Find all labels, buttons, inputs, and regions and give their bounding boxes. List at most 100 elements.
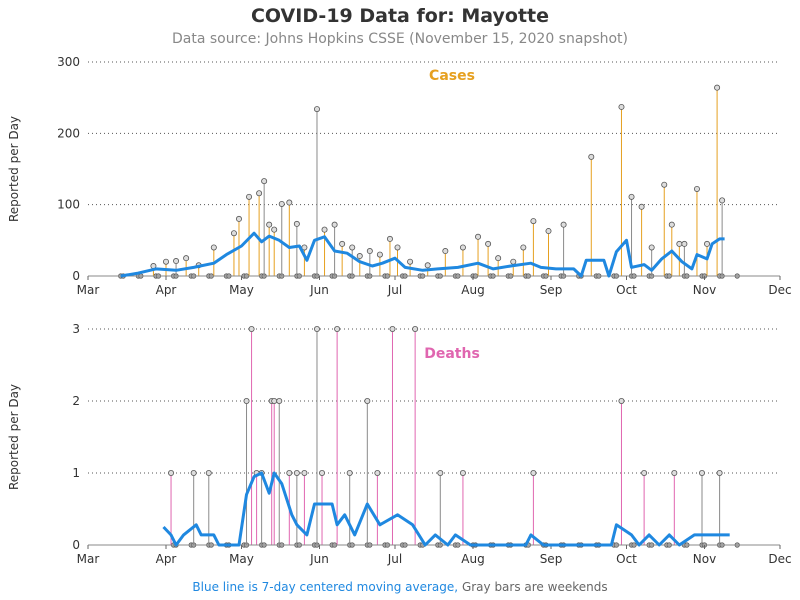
cases-spike-point: [261, 178, 268, 185]
cases-spike-point: [588, 153, 595, 160]
deaths-spike-point: [276, 397, 283, 404]
deaths-spike-point: [319, 469, 326, 476]
cases-spike-point: [366, 248, 373, 255]
deaths-spike-point: [334, 325, 341, 332]
deaths-spike-point: [412, 325, 419, 332]
deaths-x-tick-label: Dec: [768, 552, 791, 566]
deaths-spike-point: [716, 469, 723, 476]
deaths-spike-point: [286, 469, 293, 476]
cases-spike-point: [266, 221, 273, 228]
deaths-spike-point: [301, 469, 308, 476]
cases-spike-point: [271, 226, 278, 233]
deaths-spike-point: [389, 325, 396, 332]
cases-spike-point: [321, 226, 328, 233]
deaths-moving-average-line: [162, 471, 730, 547]
cases-y-tick-label: 100: [57, 198, 80, 212]
cases-spike-point: [661, 181, 668, 188]
deaths-spike-point: [374, 469, 381, 476]
cases-panel-label: Cases: [429, 68, 475, 84]
deaths-panel-label: Deaths: [424, 346, 480, 362]
cases-spike-point: [693, 185, 700, 192]
cases-y-tick-label: 200: [57, 126, 80, 140]
cases-spike-point: [628, 193, 635, 200]
cases-spike-point: [235, 215, 242, 222]
cases-spike-point: [163, 258, 170, 265]
cases-x-tick-label: Nov: [693, 283, 716, 297]
deaths-spike-point: [437, 469, 444, 476]
deaths-spike-point: [293, 469, 300, 476]
cases-spike-point: [349, 244, 356, 251]
deaths-spike-point: [168, 469, 175, 476]
deaths-spike-point: [313, 325, 320, 332]
deaths-y-tick-label: 1: [72, 466, 80, 480]
deaths-spike-point: [618, 397, 625, 404]
cases-spike-point: [545, 228, 552, 235]
cases-spike-point: [230, 230, 237, 237]
page-title: COVID-19 Data for: Mayotte: [250, 5, 550, 27]
cases-spike-point: [246, 193, 253, 200]
cases-x-tick-label: May: [229, 283, 254, 297]
deaths-spike-point: [271, 397, 278, 404]
cases-spike-point: [376, 251, 383, 258]
page-subtitle: Data source: Johns Hopkins CSSE (Novembe…: [171, 31, 628, 47]
deaths-x-tick-label: Sep: [540, 552, 563, 566]
cases-spike-point: [530, 218, 537, 225]
deaths-spike-point: [205, 469, 212, 476]
deaths-spike-point: [530, 469, 537, 476]
cases-spike-point: [210, 244, 217, 251]
deaths-spike-point: [698, 469, 705, 476]
cases-spike-point: [331, 221, 338, 228]
cases-y-tick-label: 0: [72, 269, 80, 283]
cases-spike-point: [407, 258, 414, 265]
cases-chart: 0 100 200 300 Mar Apr May Jun Jul Aug Sep Oct Nov Dec…: [7, 55, 792, 297]
cases-spike-point: [442, 248, 449, 255]
cases-x-tick-label: Sep: [540, 283, 563, 297]
chart-footer: Blue line is 7-day centered moving avera…: [0, 580, 800, 594]
cases-spike-point: [638, 203, 645, 210]
cases-spike-point: [475, 233, 482, 240]
deaths-y-axis-label: Reported per Day: [7, 384, 21, 490]
deaths-spike-point: [671, 469, 678, 476]
cases-x-tick-label: Mar: [77, 283, 100, 297]
cases-spike-point: [495, 255, 502, 262]
deaths-x-tick-label: Oct: [616, 552, 637, 566]
cases-spike-point: [618, 103, 625, 110]
cases-x-tick-label: Jun: [309, 283, 329, 297]
deaths-spike-point: [346, 469, 353, 476]
deaths-x-tick-label: Aug: [461, 552, 484, 566]
deaths-x-tick-label: May: [229, 552, 254, 566]
cases-spike-point: [278, 200, 285, 207]
deaths-spike-point: [641, 469, 648, 476]
deaths-spike-point: [190, 469, 197, 476]
cases-spike-point: [286, 199, 293, 206]
cases-spike-point: [313, 106, 320, 113]
deaths-spike-point: [364, 397, 371, 404]
cases-spike-point: [681, 240, 688, 247]
cases-y-tick-label: 300: [57, 55, 80, 69]
cases-x-tick-label: Oct: [616, 283, 637, 297]
deaths-x-tick-label: Mar: [77, 552, 100, 566]
cases-spike-point: [183, 255, 190, 262]
cases-spike-point: [293, 220, 300, 227]
cases-spike-point: [173, 258, 180, 265]
cases-spike-point: [386, 235, 393, 242]
cases-x-tick-label: Apr: [156, 283, 177, 297]
deaths-spike-point: [243, 397, 250, 404]
cases-spike-point: [459, 244, 466, 251]
cases-spike-point: [424, 262, 431, 269]
deaths-x-tick-label: Jul: [387, 552, 402, 566]
cases-spike-point: [704, 240, 711, 247]
deaths-x-tick-label: Apr: [156, 552, 177, 566]
cases-x-tick-label: Dec: [768, 283, 791, 297]
deaths-y-tick-label: 0: [72, 538, 80, 552]
cases-spike-point: [485, 240, 492, 247]
deaths-y-tick-label: 2: [72, 394, 80, 408]
deaths-x-tick-label: Jun: [309, 552, 329, 566]
cases-spike-point: [560, 221, 567, 228]
deaths-spike-point: [248, 325, 255, 332]
cases-spike-point: [394, 244, 401, 251]
cases-spike-point: [356, 253, 363, 260]
deaths-x-tick-label: Nov: [693, 552, 716, 566]
cases-spike-point: [256, 190, 263, 197]
